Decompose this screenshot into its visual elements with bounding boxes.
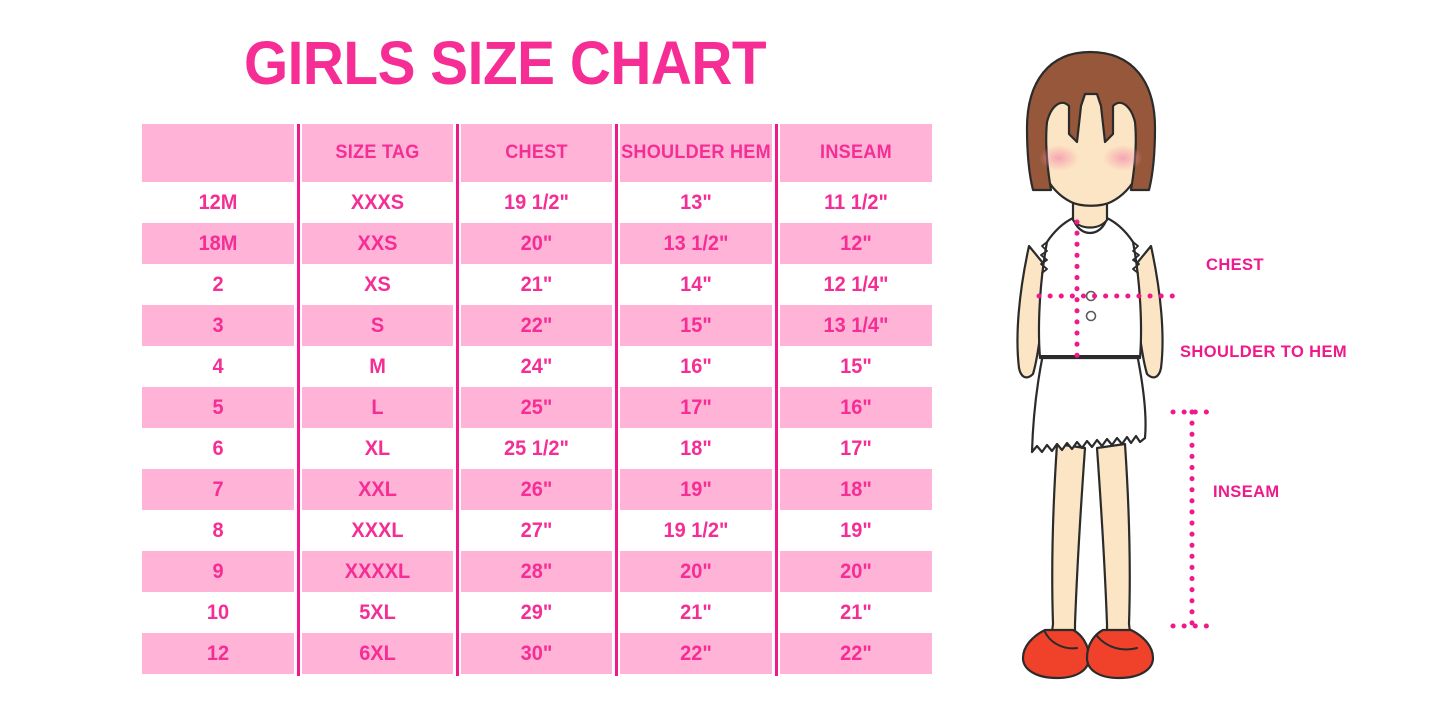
cell-size: 7 (142, 469, 294, 510)
cell-inseam: 12" (780, 223, 932, 264)
cell-chest: 26" (460, 469, 613, 510)
cell-size-tag: 6XL (301, 633, 454, 674)
column-header-chest: CHEST (460, 124, 613, 182)
header-row: SIZE TAG CHEST SHOULDER HEM INSEAM (138, 124, 936, 182)
cell-size: 2 (142, 264, 294, 305)
cell-shoulder-hem: 19" (620, 469, 772, 510)
cell-size: 8 (142, 510, 294, 551)
cell-chest: 30" (460, 633, 613, 674)
cell-shoulder-hem: 15" (620, 305, 772, 346)
cell-size: 4 (142, 346, 294, 387)
cell-shoulder-hem: 16" (620, 346, 772, 387)
column-header-size-tag: SIZE TAG (301, 124, 454, 182)
cell-inseam: 13 1/4" (780, 305, 932, 346)
cell-size: 12 (142, 633, 294, 674)
column-header-shoulder-hem: SHOULDER HEM (620, 124, 772, 182)
cell-size-tag: XXL (301, 469, 454, 510)
cell-size-tag: XXXS (301, 182, 454, 223)
table-row: 18M XXS 20" 13 1/2" 12" (138, 223, 936, 264)
table-row: 6 XL 25 1/2" 18" 17" (138, 428, 936, 469)
cell-chest: 28" (460, 551, 613, 592)
table-row: 12 6XL 30" 22" 22" (138, 633, 936, 674)
cell-size: 18M (142, 223, 294, 264)
cell-inseam: 15" (780, 346, 932, 387)
column-divider-2 (456, 124, 459, 676)
cell-shoulder-hem: 22" (620, 633, 772, 674)
cell-size: 12M (142, 182, 294, 223)
cell-inseam: 17" (780, 428, 932, 469)
table-row: 9 XXXXL 28" 20" 20" (138, 551, 936, 592)
label-chest: CHEST (1206, 256, 1264, 274)
cell-inseam: 18" (780, 469, 932, 510)
cell-inseam: 12 1/4" (780, 264, 932, 305)
column-header-inseam: INSEAM (780, 124, 932, 182)
cell-chest: 25" (460, 387, 613, 428)
cell-size-tag: XS (301, 264, 454, 305)
column-divider-3 (615, 124, 618, 676)
label-shoulder-to-hem: SHOULDER TO HEM (1180, 343, 1348, 361)
cell-shoulder-hem: 17" (620, 387, 772, 428)
cell-inseam: 11 1/2" (780, 182, 932, 223)
cell-size: 10 (142, 592, 294, 633)
size-chart-table: SIZE TAG CHEST SHOULDER HEM INSEAM 12M XX… (138, 124, 936, 674)
cell-inseam: 21" (780, 592, 932, 633)
cell-chest: 21" (460, 264, 613, 305)
table-row: 2 XS 21" 14" 12 1/4" (138, 264, 936, 305)
table-row: 12M XXXS 19 1/2" 13" 11 1/2" (138, 182, 936, 223)
cell-chest: 20" (460, 223, 613, 264)
cell-size-tag: XL (301, 428, 454, 469)
cell-chest: 24" (460, 346, 613, 387)
cell-shoulder-hem: 13" (620, 182, 772, 223)
cell-shoulder-hem: 13 1/2" (620, 223, 772, 264)
table-body: 12M XXXS 19 1/2" 13" 11 1/2" 18M XXS 20" 13 1/2"… (138, 182, 936, 674)
table-row: 8 XXXL 27" 19 1/2" 19" (138, 510, 936, 551)
cell-size-tag: 5XL (301, 592, 454, 633)
cell-inseam: 20" (780, 551, 932, 592)
cell-size-tag: XXS (301, 223, 454, 264)
cell-shoulder-hem: 18" (620, 428, 772, 469)
table-row: 3 S 22" 15" 13 1/4" (138, 305, 936, 346)
table-header: SIZE TAG CHEST SHOULDER HEM INSEAM (138, 124, 936, 182)
girl-illustration (985, 24, 1245, 696)
table-row: 7 XXL 26" 19" 18" (138, 469, 936, 510)
cell-shoulder-hem: 20" (620, 551, 772, 592)
label-inseam: INSEAM (1213, 483, 1280, 501)
cell-chest: 27" (460, 510, 613, 551)
cell-shoulder-hem: 19 1/2" (620, 510, 772, 551)
cell-chest: 19 1/2" (460, 182, 613, 223)
cell-inseam: 19" (780, 510, 932, 551)
cell-chest: 25 1/2" (460, 428, 613, 469)
cell-shoulder-hem: 21" (620, 592, 772, 633)
cell-size: 9 (142, 551, 294, 592)
cell-size: 3 (142, 305, 294, 346)
table-row: 4 M 24" 16" 15" (138, 346, 936, 387)
cell-size-tag: XXXXL (301, 551, 454, 592)
cell-size-tag: L (301, 387, 454, 428)
column-header-size (142, 124, 294, 182)
cell-inseam: 22" (780, 633, 932, 674)
table-row: 5 L 25" 17" 16" (138, 387, 936, 428)
page-title: GIRLS SIZE CHART (243, 29, 767, 97)
column-divider-4 (775, 124, 778, 676)
cell-inseam: 16" (780, 387, 932, 428)
cell-chest: 22" (460, 305, 613, 346)
cell-shoulder-hem: 14" (620, 264, 772, 305)
cell-size-tag: XXXL (301, 510, 454, 551)
cell-chest: 29" (460, 592, 613, 633)
column-divider-1 (297, 124, 300, 676)
cell-size-tag: S (301, 305, 454, 346)
table-row: 10 5XL 29" 21" 21" (138, 592, 936, 633)
cell-size: 5 (142, 387, 294, 428)
cell-size-tag: M (301, 346, 454, 387)
cell-size: 6 (142, 428, 294, 469)
